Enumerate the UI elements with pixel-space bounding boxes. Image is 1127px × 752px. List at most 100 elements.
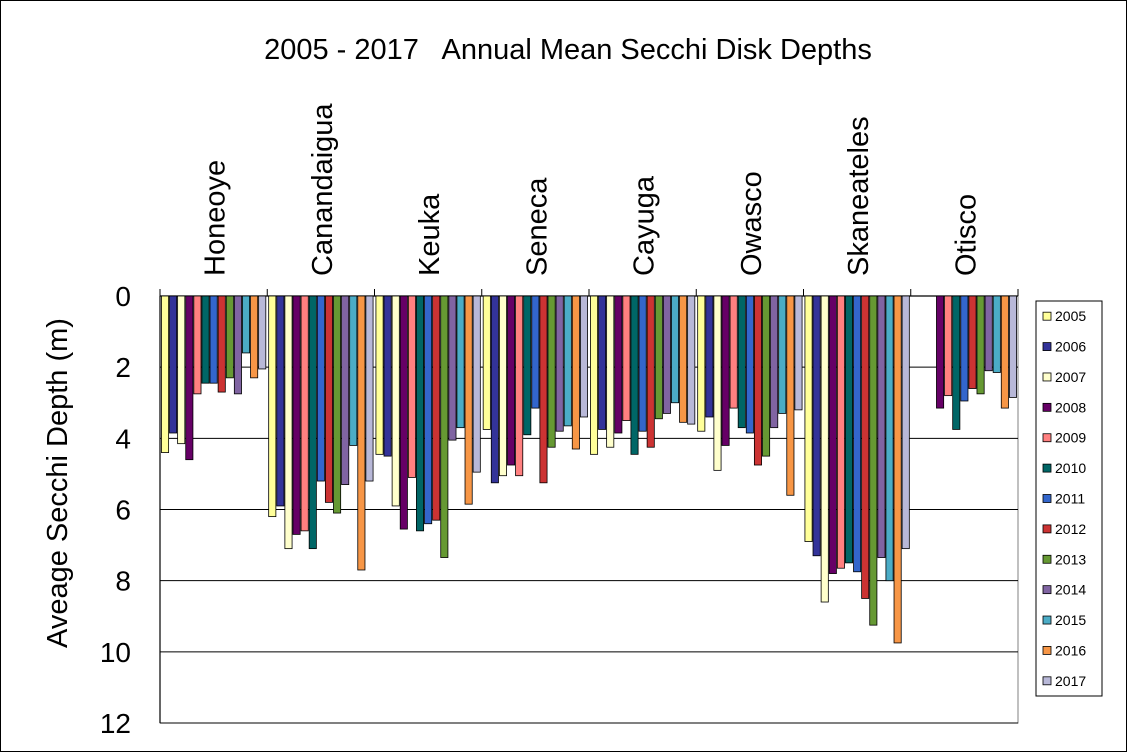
- bar: [713, 295, 722, 471]
- bar: [349, 295, 358, 446]
- legend-label: 2008: [1055, 399, 1086, 415]
- bar: [258, 295, 267, 370]
- legend-swatch: [1042, 311, 1052, 321]
- bar: [365, 295, 374, 482]
- bar: [547, 295, 556, 448]
- category-label: Honeoye: [200, 160, 232, 276]
- bar: [440, 295, 449, 558]
- bar: [845, 295, 854, 564]
- bar: [737, 295, 746, 429]
- bar: [308, 295, 317, 550]
- bar: [341, 295, 350, 485]
- legend-label: 2006: [1055, 339, 1086, 355]
- y-tick-label: 12: [100, 708, 131, 739]
- bar: [828, 295, 837, 574]
- bar: [598, 295, 607, 430]
- bar: [185, 295, 194, 461]
- legend-swatch: [1042, 342, 1052, 351]
- bar: [209, 295, 218, 384]
- bar: [952, 295, 961, 430]
- y-tick-label: 8: [115, 566, 131, 597]
- bar: [804, 295, 813, 542]
- bar: [563, 295, 572, 427]
- bar: [448, 295, 457, 441]
- y-axis: 0 2 4 6 8 10 12: [100, 281, 131, 739]
- bar: [630, 295, 639, 455]
- legend-label: 2017: [1055, 673, 1086, 689]
- bar: [753, 295, 762, 466]
- legend-swatch: [1042, 524, 1052, 534]
- bar: [579, 295, 588, 418]
- legend-label: 2011: [1055, 491, 1085, 507]
- bar: [383, 295, 392, 457]
- bar: [786, 295, 795, 496]
- bar: [416, 295, 425, 532]
- legend: 2005 2006 2007 2008 2009 2010 2011 2012 2013 2014…: [1035, 300, 1103, 697]
- bar: [1008, 295, 1017, 398]
- bar: [861, 295, 870, 599]
- bar: [324, 295, 333, 503]
- bar: [242, 295, 251, 354]
- bar: [490, 295, 499, 484]
- bar: [836, 295, 845, 569]
- bar: [555, 295, 564, 432]
- bar: [300, 295, 309, 532]
- bar: [407, 295, 416, 478]
- bar: [284, 295, 293, 550]
- bar: [169, 295, 178, 434]
- bar: [507, 295, 516, 466]
- legend-swatch: [1042, 585, 1052, 595]
- bar: [968, 295, 977, 389]
- bar: [333, 295, 342, 514]
- legend-swatch: [1042, 463, 1052, 473]
- bar: [762, 295, 771, 457]
- bar: [984, 295, 993, 372]
- category-label: Keuka: [414, 193, 446, 276]
- legend-swatch: [1042, 676, 1052, 686]
- category-label: Skaneateles: [843, 116, 875, 276]
- y-tick-label: 4: [115, 423, 131, 454]
- bar: [654, 295, 663, 420]
- bar: [531, 295, 540, 409]
- bar: [778, 295, 787, 414]
- bar: [936, 295, 945, 409]
- legend-label: 2012: [1055, 521, 1086, 537]
- legend-label: 2010: [1055, 460, 1086, 476]
- legend-label: 2016: [1055, 642, 1086, 658]
- bar: [812, 295, 821, 557]
- bar: [571, 295, 580, 450]
- bar: [424, 295, 433, 525]
- legend-label: 2009: [1055, 430, 1086, 446]
- legend-swatch: [1042, 433, 1052, 443]
- bar: [721, 295, 730, 446]
- bar: [177, 295, 186, 445]
- bar: [869, 295, 878, 626]
- bar: [705, 295, 714, 418]
- bar: [679, 295, 688, 423]
- category-label: Cayuga: [629, 175, 661, 276]
- bar: [893, 295, 902, 644]
- legend-label: 2005: [1055, 308, 1086, 324]
- y-tick-label: 2: [115, 352, 131, 383]
- bar: [523, 295, 532, 436]
- bar: [697, 295, 706, 432]
- legend-swatch: [1042, 646, 1052, 655]
- bar: [671, 295, 680, 404]
- bar: [794, 295, 803, 411]
- bar: [687, 295, 696, 425]
- bar: [316, 295, 325, 482]
- category-label: Owasco: [736, 171, 768, 276]
- bar: [944, 295, 953, 397]
- bar: [391, 295, 400, 507]
- bar: [877, 295, 886, 558]
- bar: [472, 295, 481, 473]
- bar: [745, 295, 754, 434]
- bar: [292, 295, 301, 535]
- bar: [820, 295, 829, 603]
- bar: [901, 295, 910, 550]
- legend-label: 2015: [1055, 612, 1086, 628]
- y-axis-title: Aveage Secchi Depth (m): [42, 318, 74, 648]
- y-tick-label: 6: [115, 495, 131, 526]
- bar: [268, 295, 277, 518]
